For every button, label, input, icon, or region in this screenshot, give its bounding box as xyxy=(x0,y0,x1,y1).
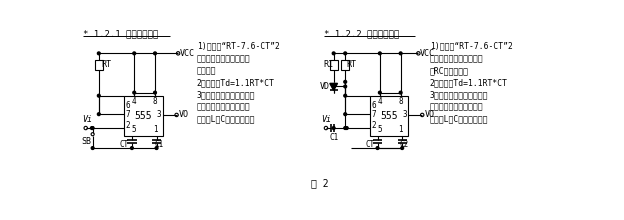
Text: 1)特点：“RT-7.6-CT”2
端输入。外脉冲启动输入
带RC微分电路。
2）公式：Td=1.1RT*CT
3）用途：定（延）时、消
抖动、分（倍）频，脉冲: 1)特点：“RT-7.6-CT”2 端输入。外脉冲启动输入 带RC微分电路。 2… xyxy=(430,42,513,124)
Bar xyxy=(370,96,408,136)
Circle shape xyxy=(130,147,134,149)
Circle shape xyxy=(91,147,94,149)
Text: 8: 8 xyxy=(398,97,403,106)
Circle shape xyxy=(97,113,100,116)
Circle shape xyxy=(379,91,381,94)
Circle shape xyxy=(344,113,346,116)
Text: 3: 3 xyxy=(157,110,161,119)
Text: VO: VO xyxy=(424,110,434,119)
Bar xyxy=(341,60,349,70)
Bar xyxy=(330,60,338,70)
Bar xyxy=(124,96,163,136)
Circle shape xyxy=(97,52,100,55)
Circle shape xyxy=(344,85,346,88)
Text: 7: 7 xyxy=(371,110,376,119)
Text: 2: 2 xyxy=(371,121,376,130)
Bar xyxy=(95,60,103,70)
Text: VCC: VCC xyxy=(420,49,435,58)
Text: 3: 3 xyxy=(402,110,407,119)
Text: C2: C2 xyxy=(400,139,409,148)
Text: VD: VD xyxy=(319,82,330,91)
Text: * 1.2.1 脉冲启动单稳: * 1.2.1 脉冲启动单稳 xyxy=(84,29,158,38)
Text: 6: 6 xyxy=(126,101,130,110)
Circle shape xyxy=(154,52,157,55)
Circle shape xyxy=(324,126,328,130)
Circle shape xyxy=(344,127,346,129)
Text: C1: C1 xyxy=(154,139,163,148)
Text: 555: 555 xyxy=(380,111,398,121)
Text: 2: 2 xyxy=(126,121,130,130)
Circle shape xyxy=(344,81,346,83)
Text: SB: SB xyxy=(81,137,91,146)
Circle shape xyxy=(345,127,348,129)
Text: * 1.2.2 脉冲启动单稳: * 1.2.2 脉冲启动单稳 xyxy=(324,29,399,38)
Circle shape xyxy=(401,147,404,149)
Circle shape xyxy=(344,94,346,97)
Circle shape xyxy=(399,91,402,94)
Circle shape xyxy=(332,85,335,88)
Text: 图 2: 图 2 xyxy=(311,178,329,188)
Circle shape xyxy=(91,133,94,136)
Text: 7: 7 xyxy=(126,110,130,119)
Circle shape xyxy=(84,126,87,130)
Circle shape xyxy=(175,113,178,117)
Text: R1: R1 xyxy=(324,60,334,69)
Circle shape xyxy=(332,127,335,129)
Circle shape xyxy=(177,52,180,55)
Text: 6: 6 xyxy=(371,101,376,110)
Circle shape xyxy=(332,52,335,55)
Circle shape xyxy=(97,94,100,97)
Circle shape xyxy=(90,127,93,129)
Circle shape xyxy=(399,52,402,55)
Circle shape xyxy=(376,147,379,149)
Circle shape xyxy=(155,147,158,149)
Circle shape xyxy=(133,52,135,55)
Text: CT: CT xyxy=(120,139,129,148)
Circle shape xyxy=(417,52,420,55)
Polygon shape xyxy=(330,83,338,90)
Text: 1)特点：“RT-7.6-CT”2
端输入。外脉冲启动或人
工启动。
2）公式：Td=1.1RT*CT
3）用途：定（延）时、消
抖动、分（倍）频，脉冲
输出、: 1)特点：“RT-7.6-CT”2 端输入。外脉冲启动或人 工启动。 2）公式：… xyxy=(197,42,280,124)
Text: 5: 5 xyxy=(132,125,137,134)
Text: 8: 8 xyxy=(153,97,157,106)
Text: 5: 5 xyxy=(378,125,382,134)
Text: CT: CT xyxy=(365,139,374,148)
Circle shape xyxy=(421,113,424,117)
Circle shape xyxy=(344,52,346,55)
Text: 4: 4 xyxy=(378,97,382,106)
Circle shape xyxy=(154,91,157,94)
Circle shape xyxy=(379,52,381,55)
Text: Vi: Vi xyxy=(321,115,331,124)
Text: RT: RT xyxy=(101,60,111,69)
Circle shape xyxy=(133,91,135,94)
Text: 555: 555 xyxy=(135,111,152,121)
Text: 1: 1 xyxy=(153,125,157,134)
Text: Vi: Vi xyxy=(82,115,92,124)
Text: VO: VO xyxy=(179,110,189,119)
Text: VCC: VCC xyxy=(180,49,195,58)
Text: C1: C1 xyxy=(329,133,338,142)
Text: RT: RT xyxy=(347,60,357,69)
Text: 4: 4 xyxy=(132,97,137,106)
Circle shape xyxy=(91,127,94,129)
Text: 1: 1 xyxy=(398,125,403,134)
